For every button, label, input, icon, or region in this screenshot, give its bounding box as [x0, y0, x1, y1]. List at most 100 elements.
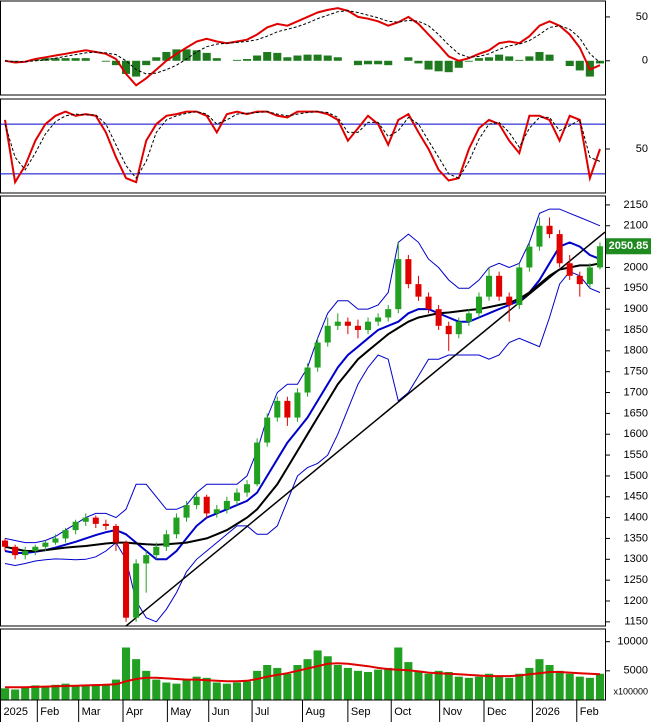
last-price-box	[606, 238, 651, 255]
histogram-bar	[535, 52, 544, 61]
volume-bar	[11, 689, 20, 700]
volume-bar	[595, 673, 604, 700]
y-tick-label: 1850	[624, 324, 648, 336]
candle-body	[375, 317, 382, 322]
candle-body	[475, 296, 482, 314]
volume-bar	[303, 659, 312, 700]
candle-body	[72, 521, 79, 531]
candle-body	[354, 325, 361, 330]
histogram-bar	[243, 59, 252, 61]
candle-body	[415, 284, 422, 297]
x-tick-label: 2026	[535, 706, 559, 718]
volume-bar	[495, 675, 504, 700]
volume-bar	[111, 679, 120, 700]
x-tick-label: Aug	[306, 706, 326, 718]
indicator-line	[4, 241, 601, 561]
y-tick-label: 1150	[624, 616, 648, 628]
histogram-bar	[364, 60, 373, 65]
histogram-bar	[253, 55, 262, 61]
volume-bar	[61, 683, 70, 700]
volume-bar	[333, 665, 342, 700]
histogram-bar	[71, 58, 80, 61]
macd-line	[4, 7, 601, 87]
histogram-bar	[424, 60, 433, 70]
histogram-bar	[142, 60, 151, 66]
candle-body	[2, 540, 9, 547]
histogram-bar	[293, 55, 302, 61]
volume-bar	[485, 673, 494, 700]
candle-body	[556, 234, 563, 264]
histogram-bar	[212, 58, 221, 61]
candle-body	[526, 246, 533, 268]
volume-bar	[353, 670, 362, 700]
volume-bar	[101, 684, 110, 700]
candle-body	[62, 530, 69, 539]
volume-bar	[212, 682, 221, 700]
histogram-bar	[464, 60, 473, 62]
candle-body	[203, 496, 210, 514]
volume-bar	[464, 677, 473, 700]
volume-bar	[313, 650, 322, 700]
y-tick-label: 1500	[624, 470, 648, 482]
volume-bar	[414, 670, 423, 700]
y-tick-label: 1450	[624, 491, 648, 503]
stochastic-line	[4, 110, 601, 186]
volume-bar	[263, 665, 272, 700]
volume-bar	[374, 669, 383, 700]
volume-bar	[515, 673, 524, 700]
candle-body	[284, 400, 291, 418]
macd-line	[4, 10, 601, 75]
histogram-bar	[434, 60, 443, 72]
y-tick-label: 1950	[624, 282, 648, 294]
x-tick-label: Mar	[82, 706, 101, 718]
candle-body	[536, 225, 543, 247]
volume-bar	[454, 676, 463, 700]
volume-unit-label: x100000	[613, 686, 648, 696]
histogram-bar	[172, 49, 181, 61]
histogram-bar	[192, 50, 201, 61]
candle-body	[133, 563, 140, 618]
candle-body	[153, 546, 160, 556]
y-tick-label: 1350	[624, 532, 648, 544]
volume-bar	[283, 673, 292, 700]
candle-body	[546, 225, 553, 235]
histogram-bar	[353, 60, 362, 66]
candle-body	[294, 392, 301, 418]
indicator-line	[4, 262, 601, 552]
histogram-bar	[485, 57, 494, 61]
candle-body	[123, 542, 130, 618]
volume-bar	[152, 679, 161, 700]
volume-bar	[1, 688, 10, 700]
candle-body	[112, 525, 119, 543]
x-tick-label: May	[170, 706, 191, 718]
volume-bar	[273, 667, 282, 700]
y-tick-label: 50	[636, 11, 648, 23]
x-tick-label: Jul	[255, 706, 269, 718]
volume-bar	[424, 673, 433, 700]
y-tick-label: 1750	[624, 366, 648, 378]
stochastic-line	[4, 111, 601, 179]
candle-body	[193, 496, 200, 506]
x-tick-label: Jun	[212, 706, 230, 718]
candle-body	[576, 275, 583, 285]
y-tick-label: 2000	[624, 261, 648, 273]
volume-bar	[535, 659, 544, 700]
volume-bar	[565, 673, 574, 700]
candle-body	[223, 500, 230, 510]
candle-body	[496, 275, 503, 297]
y-tick-label: 1700	[624, 386, 648, 398]
volume-bar	[404, 662, 413, 700]
volume-bar	[293, 665, 302, 700]
histogram-bar	[454, 60, 463, 68]
histogram-bar	[313, 54, 322, 61]
volume-bar	[81, 685, 90, 700]
histogram-bar	[404, 57, 413, 61]
volume-bar	[142, 670, 151, 700]
volume-bar	[364, 672, 373, 700]
histogram-bar	[51, 58, 60, 61]
y-tick-label: 1650	[624, 407, 648, 419]
histogram-bar	[182, 49, 191, 61]
y-tick-label: 10000	[617, 636, 648, 648]
histogram-bar	[81, 58, 90, 61]
